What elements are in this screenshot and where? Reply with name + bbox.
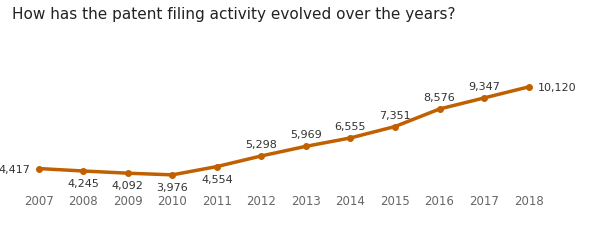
Text: 10,120: 10,120 [538,83,577,92]
Text: 4,417: 4,417 [0,164,31,174]
Text: 6,555: 6,555 [335,121,366,131]
Text: 4,245: 4,245 [67,178,99,188]
Text: 5,969: 5,969 [290,130,322,140]
Text: 4,092: 4,092 [112,180,144,190]
Text: 8,576: 8,576 [424,93,455,103]
Text: 4,554: 4,554 [201,174,233,184]
Text: 9,347: 9,347 [468,82,500,92]
Text: 7,351: 7,351 [379,110,411,120]
Text: 5,298: 5,298 [245,139,277,149]
Text: 3,976: 3,976 [157,182,188,192]
Text: How has the patent filing activity evolved over the years?: How has the patent filing activity evolv… [12,7,455,22]
